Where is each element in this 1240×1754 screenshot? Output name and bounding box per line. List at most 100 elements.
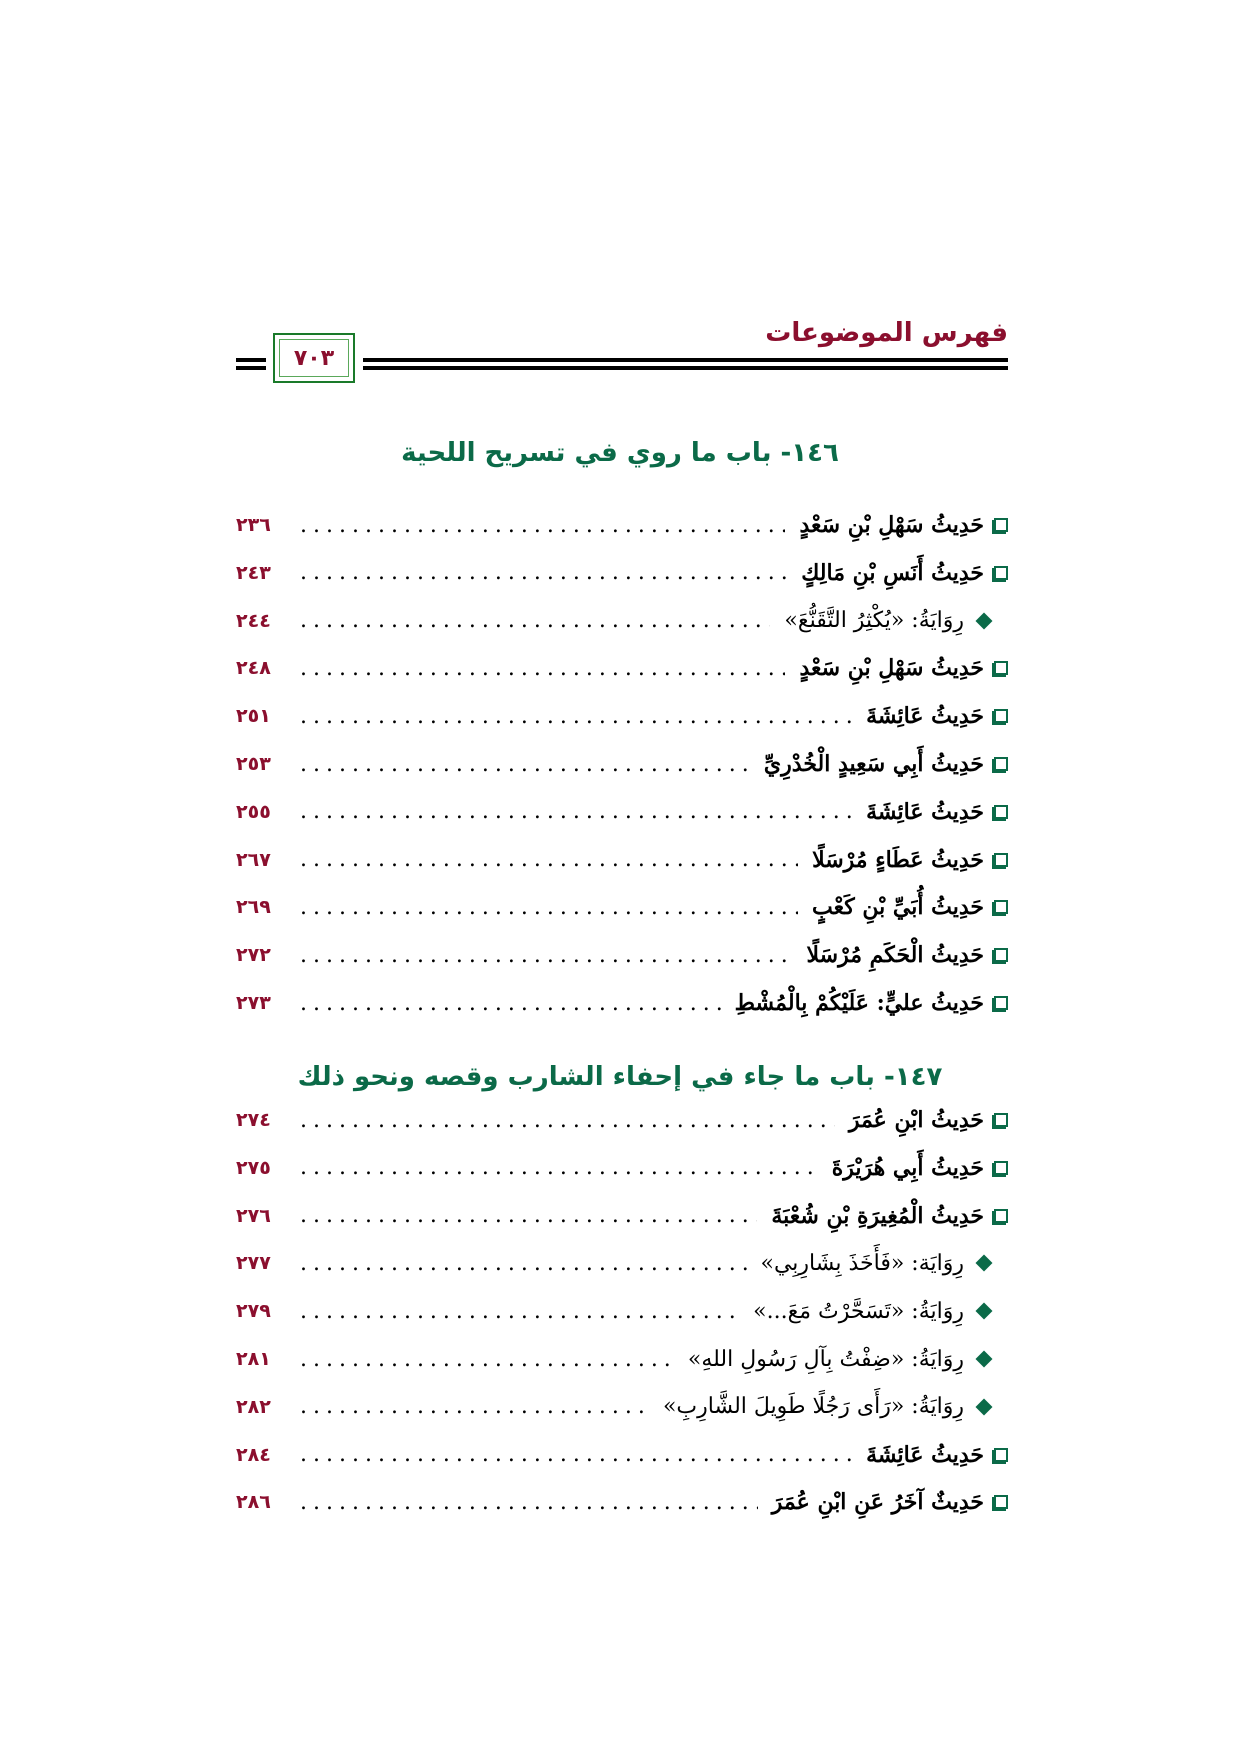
entry-page-number: ٢٤٣ bbox=[236, 561, 271, 584]
square-bullet-icon bbox=[994, 948, 1008, 963]
square-bullet-icon bbox=[994, 1495, 1008, 1510]
leader-dots: ........................................… bbox=[300, 1442, 852, 1468]
entry-page-number: ٢٤٤ bbox=[236, 609, 271, 632]
leader-dots: ........................................… bbox=[300, 894, 798, 920]
toc-entry[interactable]: حَدِيثُ عَطَاءٍ مُرْسَلًا...............… bbox=[236, 840, 1008, 880]
diamond-bullet-icon bbox=[975, 1398, 993, 1416]
toc-entry[interactable]: حَدِيثُ عليٍّ: عَلَيْكُمْ بِالْمُشْطِ...… bbox=[236, 983, 1008, 1023]
section-title: ١٤٦- باب ما روي في تسريح اللحية bbox=[401, 438, 839, 468]
square-bullet-icon bbox=[994, 709, 1008, 724]
toc-entry[interactable]: رِوَايَةُ: «رَأَى رَجُلًا طَوِيلَ الشَّا… bbox=[236, 1387, 1008, 1427]
leader-dots: ........................................… bbox=[300, 1346, 674, 1372]
diamond-bullet-icon bbox=[975, 612, 993, 630]
entry-label: رِوَايَة: «فَأَخَذَ بِشَارِبِي» bbox=[760, 1250, 965, 1276]
entry-page-number: ٢٨٤ bbox=[236, 1443, 271, 1466]
toc-entry[interactable]: حَدِيثُ سَهْلِ بْنِ سَعْدٍ..............… bbox=[236, 648, 1008, 688]
square-bullet-icon bbox=[994, 757, 1008, 771]
entry-page-number: ٢٤٨ bbox=[236, 657, 271, 680]
entry-page-number: ٢٨٢ bbox=[236, 1395, 271, 1418]
leader-dots: ........................................… bbox=[300, 799, 852, 825]
leader-dots: ........................................… bbox=[300, 847, 798, 873]
toc-entry[interactable]: حَدِيثُ أَبِي هُرَيْرَةَ................… bbox=[236, 1148, 1008, 1188]
leader-dots: ........................................… bbox=[300, 1155, 818, 1181]
toc-entry[interactable]: حَدِيثُ الْحَكَمِ مُرْسَلًا.............… bbox=[236, 935, 1008, 975]
entry-page-number: ٢٧٥ bbox=[236, 1156, 271, 1179]
toc-entry[interactable]: رِوَايَة: «فَأَخَذَ بِشَارِبِي».........… bbox=[236, 1243, 1008, 1283]
leader-dots: ........................................… bbox=[300, 942, 793, 968]
entry-label: حَدِيثُ أُبَيِّ بْنِ كَعْبٍ bbox=[812, 894, 984, 921]
entry-page-number: ٢٧٧ bbox=[236, 1252, 271, 1275]
toc-entry[interactable]: حَدِيثُ أَنَسِ بْنِ مَالِكٍ.............… bbox=[236, 553, 1008, 593]
leader-dots: ........................................… bbox=[300, 1298, 739, 1324]
square-bullet-icon bbox=[994, 900, 1008, 915]
toc-entry[interactable]: حَدِيثُ سَهْلِ بْنِ سَعْدٍ..............… bbox=[236, 505, 1008, 545]
entry-label: حَدِيثُ سَهْلِ بْنِ سَعْدٍ bbox=[799, 512, 984, 538]
entry-label: رِوَايَةُ: «يُكْثِرُ التَّقَنُّعَ» bbox=[784, 608, 964, 634]
entry-page-number: ٢٦٩ bbox=[236, 896, 271, 919]
entry-label: رِوَايَةُ: «رَأَى رَجُلًا طَوِيلَ الشَّا… bbox=[662, 1394, 964, 1420]
entry-page-number: ٢٦٧ bbox=[236, 848, 271, 871]
entry-label: حَدِيثُ الْمُغِيرَةِ بْنِ شُعْبَةَ bbox=[771, 1202, 984, 1229]
entry-page-number: ٢٧٦ bbox=[236, 1204, 271, 1227]
entry-label: حَدِيثُ عَطَاءٍ مُرْسَلًا bbox=[812, 846, 984, 873]
entry-label: حَدِيثُ عَائِشَةَ bbox=[866, 1441, 984, 1468]
square-bullet-icon bbox=[994, 518, 1008, 532]
entry-page-number: ٢٧٢ bbox=[236, 944, 271, 967]
square-bullet-icon bbox=[994, 565, 1008, 580]
leader-dots: ........................................… bbox=[300, 990, 721, 1016]
header-title: فهرس الموضوعات bbox=[765, 318, 1008, 348]
entry-page-number: ٢٨١ bbox=[236, 1348, 271, 1370]
square-bullet-icon bbox=[994, 661, 1008, 676]
toc-entry[interactable]: حَدِيثُ الْمُغِيرَةِ بْنِ شُعْبَةَ......… bbox=[236, 1196, 1008, 1236]
diamond-bullet-icon bbox=[975, 1302, 993, 1320]
entry-page-number: ٢٥٥ bbox=[236, 800, 271, 823]
square-bullet-icon bbox=[994, 852, 1008, 867]
entry-page-number: ٢٧٩ bbox=[236, 1300, 271, 1323]
entry-page-number: ٢٥٣ bbox=[236, 753, 271, 775]
header-rule bbox=[236, 358, 266, 362]
entry-label: رِوَايَةُ: «تَسَحَّرْتُ مَعَ...» bbox=[753, 1298, 964, 1324]
entry-page-number: ٢٨٦ bbox=[236, 1491, 271, 1514]
leader-dots: ........................................… bbox=[300, 655, 785, 681]
page-number-frame: ٧٠٣ bbox=[273, 333, 355, 383]
leader-dots: ........................................… bbox=[300, 1250, 747, 1276]
entry-page-number: ٢٣٦ bbox=[236, 514, 271, 536]
entry-label: رِوَايَةُ: «ضِفْتُ بِآلِ رَسُولِ اللهِ» bbox=[687, 1346, 964, 1372]
header-rule bbox=[236, 366, 266, 370]
entry-label: حَدِيثُ عليٍّ: عَلَيْكُمْ بِالْمُشْطِ bbox=[734, 990, 984, 1016]
section-title: ١٤٧- باب ما جاء في إحفاء الشارب وقصه ونح… bbox=[297, 1062, 943, 1092]
toc-entry[interactable]: حَدِيثُ أُبَيِّ بْنِ كَعْبٍ.............… bbox=[236, 887, 1008, 927]
entry-page-number: ٢٧٣ bbox=[236, 992, 271, 1014]
toc-entry[interactable]: حَدِيثُ أَبِي سَعِيدٍ الْخُدْرِيِّ......… bbox=[236, 744, 1008, 784]
page-number: ٧٠٣ bbox=[293, 345, 335, 371]
entry-label: حَدِيثُ عَائِشَةَ bbox=[866, 703, 984, 730]
leader-dots: ........................................… bbox=[300, 512, 785, 538]
toc-entry[interactable]: حَدِيثُ عَائِشَةَ.......................… bbox=[236, 696, 1008, 736]
leader-dots: ........................................… bbox=[300, 608, 770, 634]
header-rule bbox=[363, 358, 1008, 362]
toc-entry[interactable]: رِوَايَةُ: «يُكْثِرُ التَّقَنُّعَ»......… bbox=[236, 601, 1008, 641]
toc-entry[interactable]: حَدِيثُ عَائِشَةَ.......................… bbox=[236, 792, 1008, 832]
leader-dots: ........................................… bbox=[300, 1107, 835, 1133]
entry-label: حَدِيثُ سَهْلِ بْنِ سَعْدٍ bbox=[799, 655, 984, 682]
toc-entry[interactable]: حَدِيثٌ آخَرُ عَنِ ابْنِ عُمَرَ.........… bbox=[236, 1482, 1008, 1522]
leader-dots: ........................................… bbox=[300, 560, 787, 586]
entry-label: حَدِيثُ الْحَكَمِ مُرْسَلًا bbox=[806, 942, 984, 969]
toc-entry[interactable]: رِوَايَةُ: «تَسَحَّرْتُ مَعَ...»........… bbox=[236, 1291, 1008, 1331]
entry-label: حَدِيثُ ابْنِ عُمَرَ bbox=[848, 1107, 984, 1133]
leader-dots: ........................................… bbox=[300, 1394, 649, 1420]
entry-label: حَدِيثُ عَائِشَةَ bbox=[866, 798, 984, 825]
square-bullet-icon bbox=[994, 1208, 1008, 1223]
leader-dots: ........................................… bbox=[300, 703, 852, 729]
leader-dots: ........................................… bbox=[300, 1489, 758, 1515]
square-bullet-icon bbox=[994, 1447, 1008, 1462]
toc-entry[interactable]: حَدِيثُ عَائِشَةَ.......................… bbox=[236, 1435, 1008, 1475]
leader-dots: ........................................… bbox=[300, 751, 750, 777]
square-bullet-icon bbox=[994, 1113, 1008, 1127]
entry-label: حَدِيثُ أَنَسِ بْنِ مَالِكٍ bbox=[801, 559, 984, 586]
entry-page-number: ٢٧٤ bbox=[236, 1109, 271, 1131]
toc-entry[interactable]: رِوَايَةُ: «ضِفْتُ بِآلِ رَسُولِ اللهِ».… bbox=[236, 1339, 1008, 1379]
toc-entry[interactable]: حَدِيثُ ابْنِ عُمَرَ....................… bbox=[236, 1100, 1008, 1140]
entry-label: حَدِيثُ أَبِي سَعِيدٍ الْخُدْرِيِّ bbox=[763, 751, 984, 777]
entry-label: حَدِيثٌ آخَرُ عَنِ ابْنِ عُمَرَ bbox=[771, 1489, 984, 1516]
